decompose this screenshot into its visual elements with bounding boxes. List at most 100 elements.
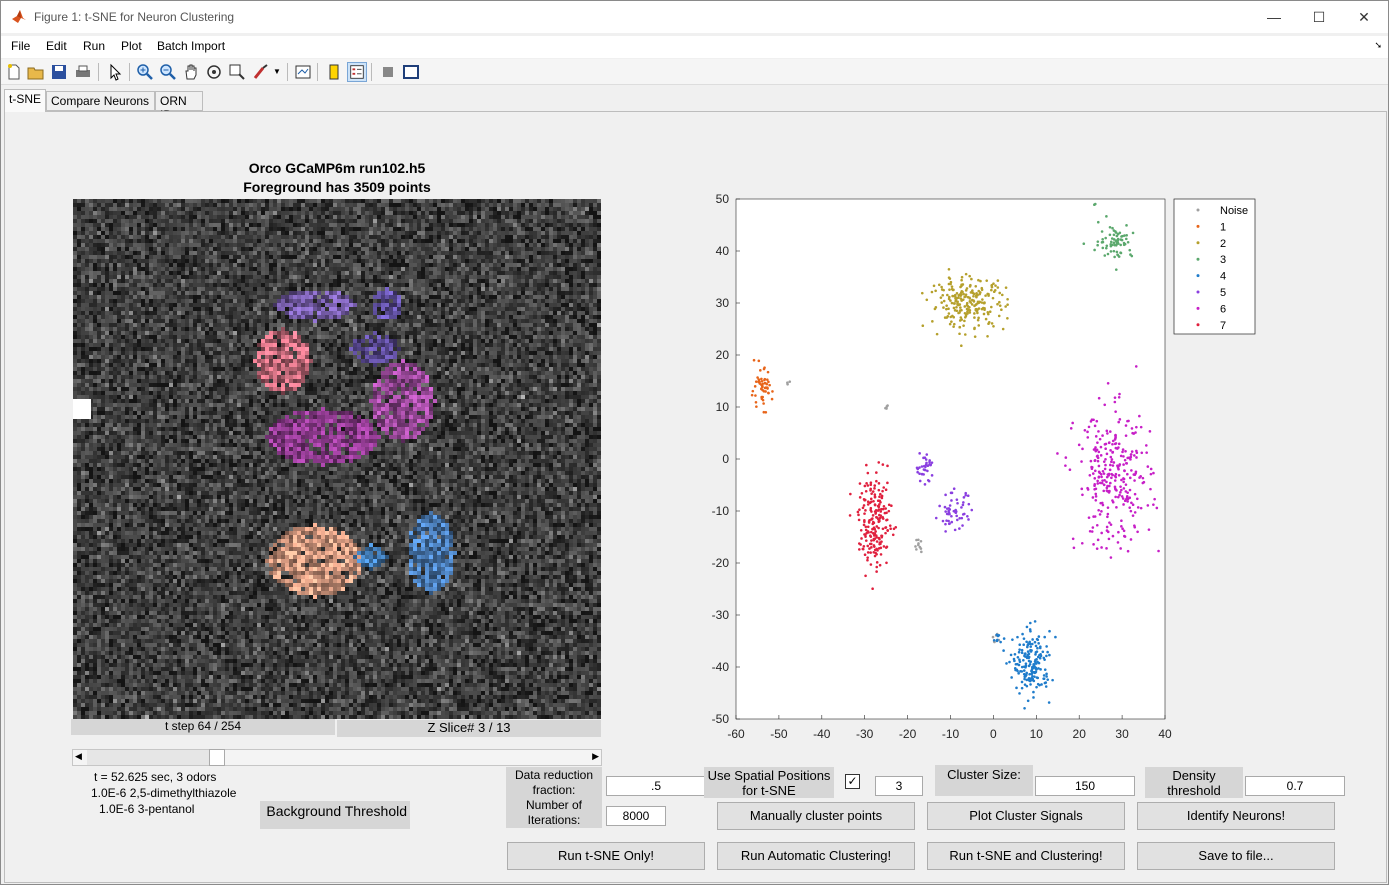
- scatter-point-7: [867, 520, 871, 523]
- y-tick-label: -20: [712, 556, 730, 570]
- open-icon[interactable]: [26, 62, 46, 82]
- scatter-point-2: [947, 295, 951, 299]
- show-plot-tools-icon[interactable]: [401, 62, 421, 82]
- scatter-point-2: [970, 303, 974, 306]
- scatter-point-5: [918, 452, 921, 455]
- time-slider[interactable]: ◀ ▶: [72, 749, 602, 766]
- scatter-point-2: [998, 304, 1002, 307]
- image-subtitle: Foreground has 3509 points: [243, 179, 431, 195]
- run-tsne-and-clustering-button[interactable]: Run t-SNE and Clustering!: [927, 842, 1125, 870]
- identify-neurons-button[interactable]: Identify Neurons!: [1137, 802, 1335, 830]
- link-plot-icon[interactable]: [293, 62, 313, 82]
- legend-box: [1173, 198, 1256, 335]
- scatter-point-6: [1109, 463, 1112, 467]
- hide-plot-tools-icon[interactable]: [378, 62, 398, 82]
- scatter-point-6: [1106, 512, 1110, 516]
- cluster-size-input[interactable]: 150: [1035, 776, 1135, 796]
- scatter-point-6: [1152, 503, 1155, 506]
- scatter-point-3: [1125, 224, 1128, 227]
- legend-icon[interactable]: [347, 62, 367, 82]
- scatter-point-6: [1097, 470, 1101, 474]
- iterations-input[interactable]: 8000: [606, 806, 666, 826]
- scatter-point-6: [1098, 481, 1102, 485]
- tab-compare-neurons[interactable]: Compare Neurons: [46, 91, 155, 111]
- scatter-point-6: [1141, 481, 1145, 485]
- tsne-scatter-plot[interactable]: -60 -50 -40 -30 -20 -10 0 10 20 30 40-50-40-30-20-…: [701, 191, 1281, 751]
- scatter-point-6: [1094, 435, 1098, 438]
- close-button[interactable]: ✕: [1358, 9, 1370, 25]
- tab-tsne[interactable]: t-SNE: [4, 89, 46, 112]
- brush-icon[interactable]: [251, 62, 271, 82]
- scatter-point-4: [1022, 643, 1025, 647]
- scatter-point-4: [1016, 635, 1019, 639]
- scatter-point-noise: [920, 550, 923, 554]
- data-reduction-input[interactable]: .5: [606, 776, 706, 796]
- run-tsne-only-button[interactable]: Run t-SNE Only!: [507, 842, 705, 870]
- scatter-point-6: [1109, 455, 1113, 459]
- run-automatic-clustering-button[interactable]: Run Automatic Clustering!: [717, 842, 915, 870]
- scatter-point-2: [952, 302, 956, 305]
- scatter-point-2: [947, 282, 951, 286]
- dock-icon[interactable]: ➘: [1374, 40, 1382, 50]
- maximize-button[interactable]: ☐: [1312, 9, 1326, 25]
- scatter-point-5: [967, 502, 971, 506]
- scatter-point-3: [1096, 220, 1100, 224]
- scatter-point-2: [965, 303, 969, 307]
- minimize-button[interactable]: —: [1267, 9, 1281, 25]
- scatter-point-6: [1117, 446, 1120, 449]
- tab-orn-id[interactable]: ORN ID: [155, 91, 203, 122]
- brush-dropdown-icon[interactable]: ▼: [273, 67, 281, 76]
- slider-right-arrow-icon[interactable]: ▶: [592, 751, 599, 761]
- scatter-point-3: [1112, 233, 1116, 237]
- colorbar-icon[interactable]: [324, 62, 344, 82]
- print-icon[interactable]: [73, 62, 93, 82]
- save-icon[interactable]: [49, 62, 69, 82]
- scatter-point-6: [1096, 441, 1099, 444]
- scatter-point-2: [962, 292, 965, 296]
- y-tick-label: -40: [712, 660, 730, 674]
- slider-thumb[interactable]: [209, 749, 225, 766]
- density-threshold-input[interactable]: 0.7: [1245, 776, 1345, 796]
- calcium-image[interactable]: [73, 199, 601, 719]
- scatter-point-5: [964, 491, 968, 495]
- scatter-point-4: [999, 640, 1002, 644]
- y-tick-label: -50: [712, 712, 730, 726]
- slider-left-arrow-icon[interactable]: ◀: [75, 751, 82, 761]
- save-to-file-button[interactable]: Save to file...: [1137, 842, 1335, 870]
- spatial-weight-input[interactable]: 3: [875, 776, 923, 796]
- scatter-point-2: [955, 305, 958, 309]
- new-figure-icon[interactable]: [4, 62, 24, 82]
- zoom-in-icon[interactable]: [135, 62, 155, 82]
- menu-batch-import[interactable]: Batch Import: [157, 39, 226, 53]
- scatter-point-5: [944, 510, 947, 513]
- rotate-icon[interactable]: [204, 62, 224, 82]
- scatter-point-3: [1082, 242, 1086, 246]
- scatter-point-7: [870, 546, 873, 549]
- data-cursor-icon[interactable]: [227, 62, 247, 82]
- scatter-point-6: [1123, 535, 1127, 538]
- scatter-point-7: [884, 488, 888, 492]
- scatter-point-3: [1103, 254, 1107, 257]
- scatter-point-6: [1145, 444, 1148, 447]
- scatter-point-6: [1133, 524, 1136, 527]
- scatter-point-7: [873, 487, 876, 490]
- menu-plot[interactable]: Plot: [121, 39, 142, 53]
- spatial-positions-checkbox[interactable]: ✓: [845, 774, 860, 789]
- zoom-out-icon[interactable]: [158, 62, 178, 82]
- scatter-point-4: [1044, 685, 1048, 688]
- scatter-point-2: [960, 344, 963, 348]
- manually-cluster-button[interactable]: Manually cluster points: [717, 802, 915, 830]
- scatter-point-2: [945, 307, 948, 311]
- menu-run[interactable]: Run: [83, 39, 106, 53]
- scatter-point-4: [1035, 650, 1039, 653]
- scatter-point-6: [1125, 496, 1129, 499]
- pointer-icon[interactable]: [105, 62, 125, 82]
- pan-icon[interactable]: [181, 62, 201, 82]
- scatter-point-6: [1093, 424, 1097, 428]
- menu-file[interactable]: File: [11, 39, 31, 53]
- y-tick-label: 0: [722, 452, 729, 466]
- scatter-point-5: [961, 513, 965, 516]
- plot-cluster-signals-button[interactable]: Plot Cluster Signals: [927, 802, 1125, 830]
- menu-edit[interactable]: Edit: [46, 39, 67, 53]
- scatter-point-7: [891, 533, 895, 537]
